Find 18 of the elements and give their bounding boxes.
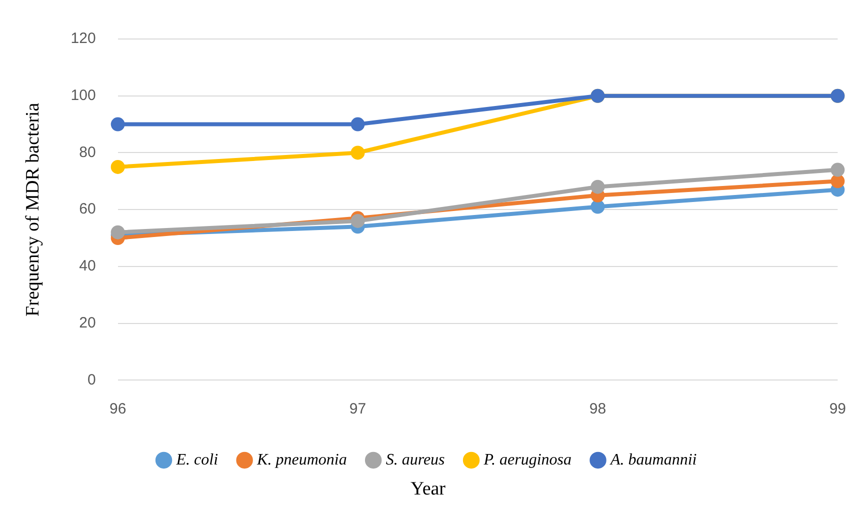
legend-label: E. coli: [175, 451, 218, 468]
y-tick-label: 40: [79, 258, 96, 275]
legend-label: S. aureus: [386, 451, 445, 468]
x-axis-title: Year: [410, 478, 446, 500]
y-tick-label: 60: [79, 200, 96, 218]
y-tick-label: 20: [79, 314, 96, 332]
x-tick-label: 99: [829, 400, 846, 418]
y-tick-label: 80: [79, 144, 96, 161]
y-tick-label: 120: [70, 30, 96, 48]
x-tick-label: 98: [589, 400, 606, 418]
y-axis-title: Frequency of MDR bacteria: [22, 102, 44, 316]
legend-label: K. pneumonia: [256, 451, 347, 468]
x-tick-label: 96: [109, 400, 126, 418]
legend-label: P. aeruginosa: [482, 451, 572, 468]
y-tick-label: 100: [70, 87, 96, 104]
x-tick-label: 97: [349, 400, 366, 418]
y-tick-label: 0: [87, 371, 96, 388]
legend-label: A. baumannii: [609, 451, 697, 468]
